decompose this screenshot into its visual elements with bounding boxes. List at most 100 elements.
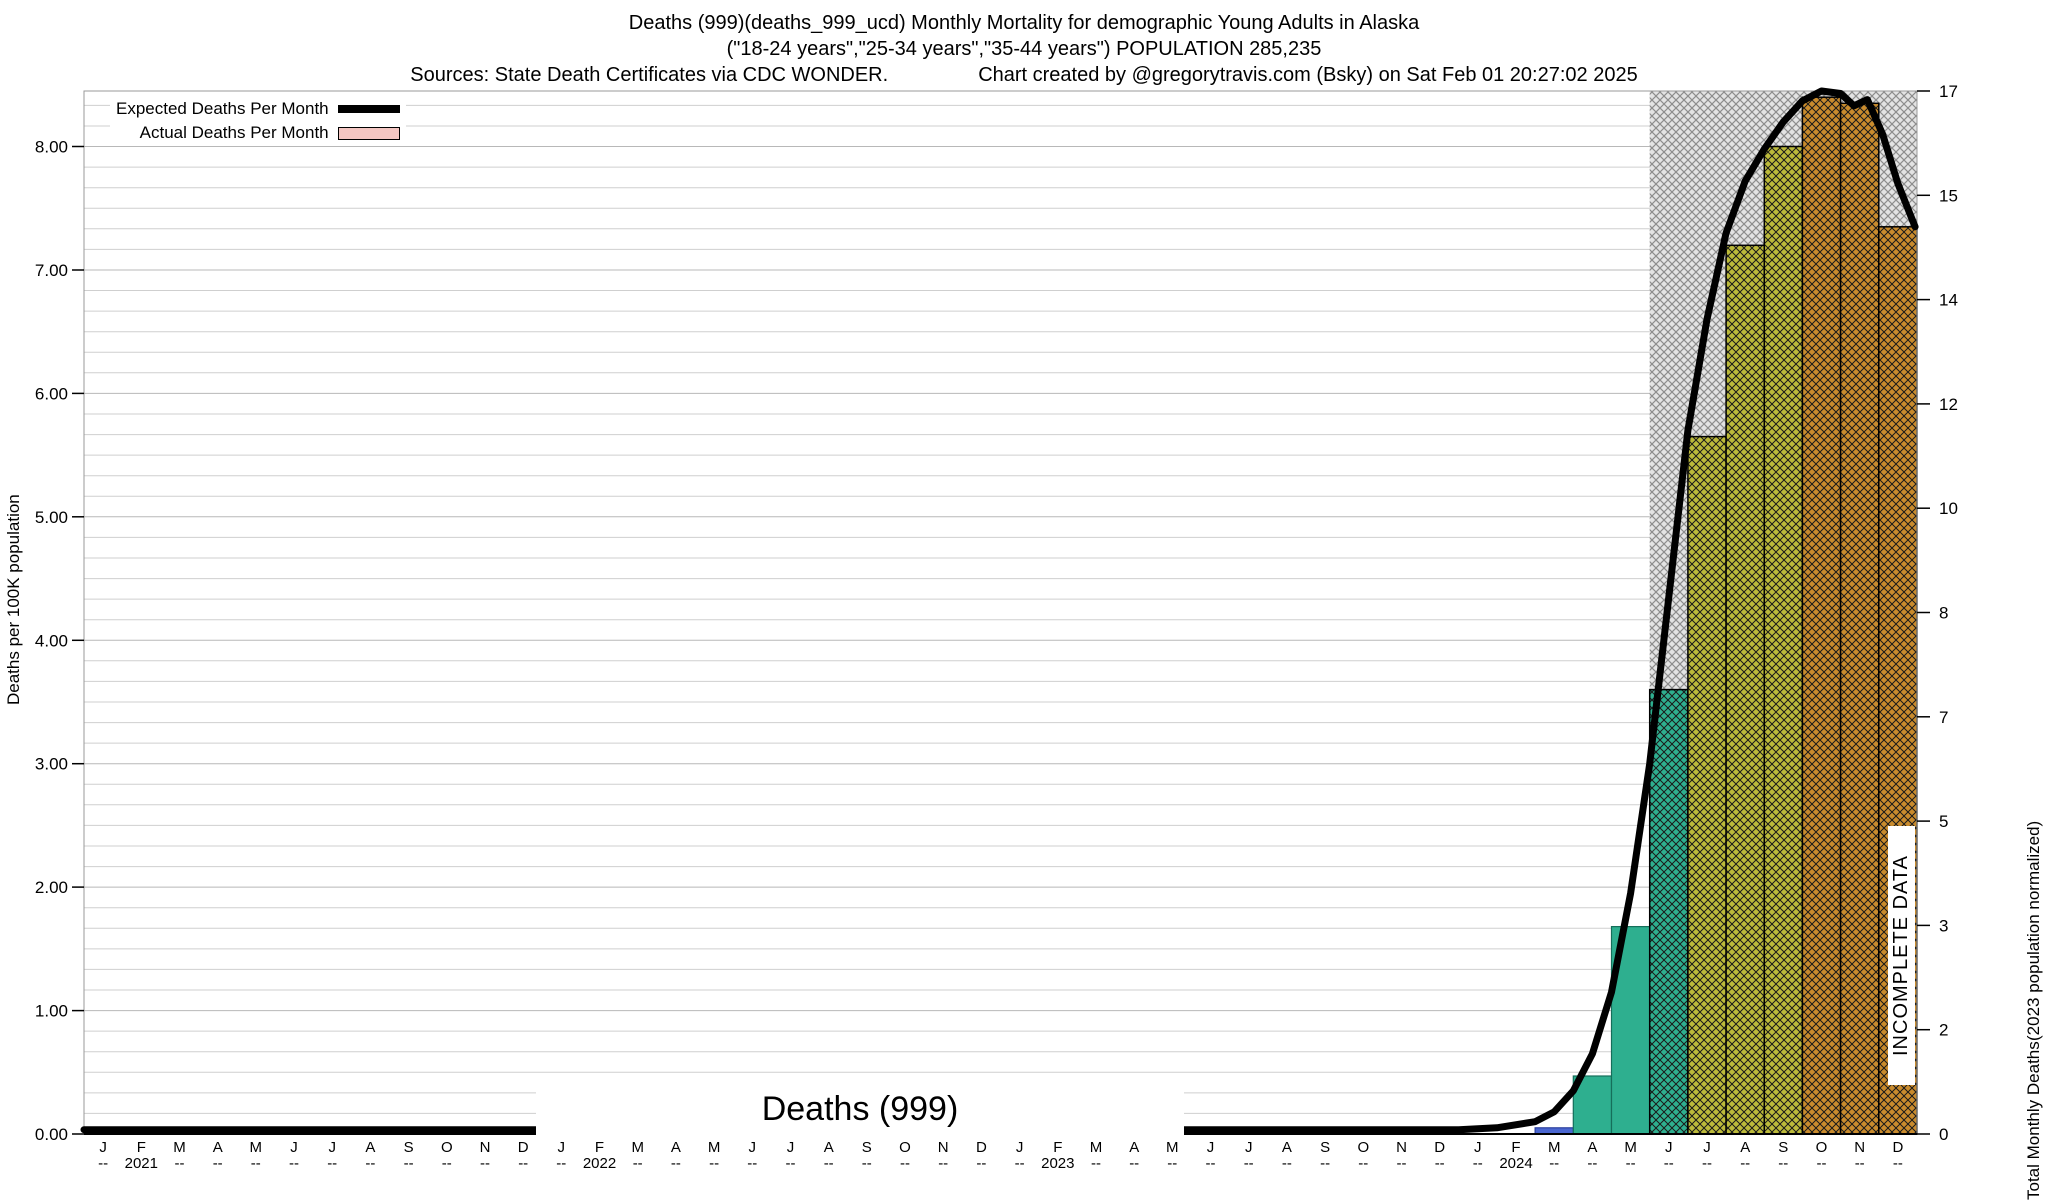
- month-tick: --: [1740, 1155, 1750, 1172]
- month-letter: J: [1703, 1139, 1711, 1156]
- month-tick: --: [518, 1155, 528, 1172]
- month-tick: --: [1206, 1155, 1216, 1172]
- actual-deaths-bars: [1534, 96, 1918, 1135]
- year-label: 2022: [583, 1155, 616, 1172]
- month-tick: --: [1282, 1155, 1292, 1172]
- chart-titles: Deaths (999)(deaths_999_ucd) Monthly Mor…: [0, 10, 2048, 88]
- month-tick: --: [976, 1155, 986, 1172]
- month-tick: --: [824, 1155, 834, 1172]
- month-tick: --: [786, 1155, 796, 1172]
- month-letter: M: [173, 1139, 186, 1156]
- left-axis-tick-label: 4.00: [35, 631, 68, 650]
- month-letter: O: [441, 1139, 453, 1156]
- month-letter: J: [1016, 1139, 1024, 1156]
- month-letter: M: [708, 1139, 721, 1156]
- month-letter: A: [1282, 1139, 1292, 1156]
- month-tick: --: [1244, 1155, 1254, 1172]
- month-letter: M: [250, 1139, 263, 1156]
- month-letter: A: [1587, 1139, 1597, 1156]
- month-letter: J: [99, 1139, 107, 1156]
- month-letter: D: [976, 1139, 987, 1156]
- right-axis-tick-label: 7: [1939, 708, 1948, 727]
- month-tick: --: [1129, 1155, 1139, 1172]
- right-axis-tick-label: 0: [1939, 1125, 1948, 1144]
- month-tick: --: [1091, 1155, 1101, 1172]
- right-axis-title-line1: Total Monthly Deaths: [2024, 1041, 2043, 1200]
- month-letter: A: [365, 1139, 375, 1156]
- month-tick: --: [900, 1155, 910, 1172]
- month-letter: J: [1474, 1139, 1482, 1156]
- month-tick: --: [365, 1155, 375, 1172]
- month-letter: O: [1357, 1139, 1369, 1156]
- month-tick: --: [938, 1155, 948, 1172]
- right-axis-tick-label: 10: [1939, 499, 1958, 518]
- legend-expected-label: Expected Deaths Per Month: [116, 99, 329, 118]
- month-tick: --: [1167, 1155, 1177, 1172]
- left-axis-tick-label: 2.00: [35, 878, 68, 897]
- month-letter: J: [290, 1139, 298, 1156]
- month-letter: S: [1778, 1139, 1788, 1156]
- month-tick: --: [442, 1155, 452, 1172]
- expected-deaths-line: [80, 87, 1919, 1134]
- month-letter: M: [1166, 1139, 1179, 1156]
- month-letter: N: [480, 1139, 491, 1156]
- month-letter: J: [558, 1139, 566, 1156]
- month-tick: --: [251, 1155, 261, 1172]
- year-label: 2021: [125, 1155, 158, 1172]
- right-axis-tick-label: 2: [1939, 1021, 1948, 1040]
- right-axis-tick-label: 5: [1939, 812, 1948, 831]
- month-letter: F: [1511, 1139, 1520, 1156]
- month-tick: --: [1702, 1155, 1712, 1172]
- month-letter: A: [1129, 1139, 1139, 1156]
- center-chart-label: Deaths (999): [536, 1081, 1184, 1137]
- bar-aug-2024: [1725, 244, 1766, 1135]
- month-tick: --: [1893, 1155, 1903, 1172]
- month-letter: J: [1245, 1139, 1253, 1156]
- left-axis-tick-label: 7.00: [35, 261, 68, 280]
- legend-actual-row: Actual Deaths Per Month: [116, 123, 400, 143]
- bar-jun-2024: [1648, 688, 1689, 1135]
- month-tick: --: [1626, 1155, 1636, 1172]
- chart-subtitle: ("18-24 years","25-34 years","35-44 year…: [726, 38, 1322, 60]
- right-axis-ticks: 0 2 3 5 7 8 10 12 14 15 17: [1917, 82, 1958, 1144]
- right-axis-tick-label: 14: [1939, 291, 1958, 310]
- month-letter: N: [938, 1139, 949, 1156]
- month-tick: --: [1397, 1155, 1407, 1172]
- month-letter: J: [328, 1139, 336, 1156]
- month-tick: --: [747, 1155, 757, 1172]
- month-letter: N: [1396, 1139, 1407, 1156]
- month-letter: O: [1816, 1139, 1828, 1156]
- month-letter: A: [1740, 1139, 1750, 1156]
- month-tick: --: [633, 1155, 643, 1172]
- month-letter: M: [1548, 1139, 1561, 1156]
- left-axis-tick-label: 6.00: [35, 384, 68, 403]
- month-tick: --: [404, 1155, 414, 1172]
- left-axis-tick-label: 5.00: [35, 508, 68, 527]
- month-tick: --: [327, 1155, 337, 1172]
- month-tick: --: [1587, 1155, 1597, 1172]
- bar-jul-2024: [1687, 435, 1727, 1135]
- month-letter: M: [631, 1139, 644, 1156]
- right-axis-tick-label: 8: [1939, 604, 1948, 623]
- legend: Expected Deaths Per Month Actual Deaths …: [110, 96, 406, 146]
- month-letter: S: [1320, 1139, 1330, 1156]
- month-letter: A: [213, 1139, 223, 1156]
- month-tick: --: [1358, 1155, 1368, 1172]
- left-axis-ticks: 0.00 1.00 2.00 3.00 4.00 5.00 6.00 7.00 8.00: [35, 138, 84, 1144]
- month-letter: F: [137, 1139, 146, 1156]
- month-tick: --: [213, 1155, 223, 1172]
- bar-sep-2024: [1763, 145, 1804, 1135]
- month-tick: --: [98, 1155, 108, 1172]
- month-tick: --: [1549, 1155, 1559, 1172]
- month-letter: D: [1892, 1139, 1903, 1156]
- month-letter: F: [1053, 1139, 1062, 1156]
- left-axis-title: Deaths per 100K population: [4, 494, 23, 706]
- year-label: 2023: [1041, 1155, 1074, 1172]
- month-tick: --: [1473, 1155, 1483, 1172]
- right-axis-title-line2: (2023 population normalized): [2024, 821, 2043, 1042]
- month-letter: A: [824, 1139, 834, 1156]
- chart-sources-text: Sources: State Death Certificates via CD…: [410, 64, 889, 86]
- month-tick: --: [556, 1155, 566, 1172]
